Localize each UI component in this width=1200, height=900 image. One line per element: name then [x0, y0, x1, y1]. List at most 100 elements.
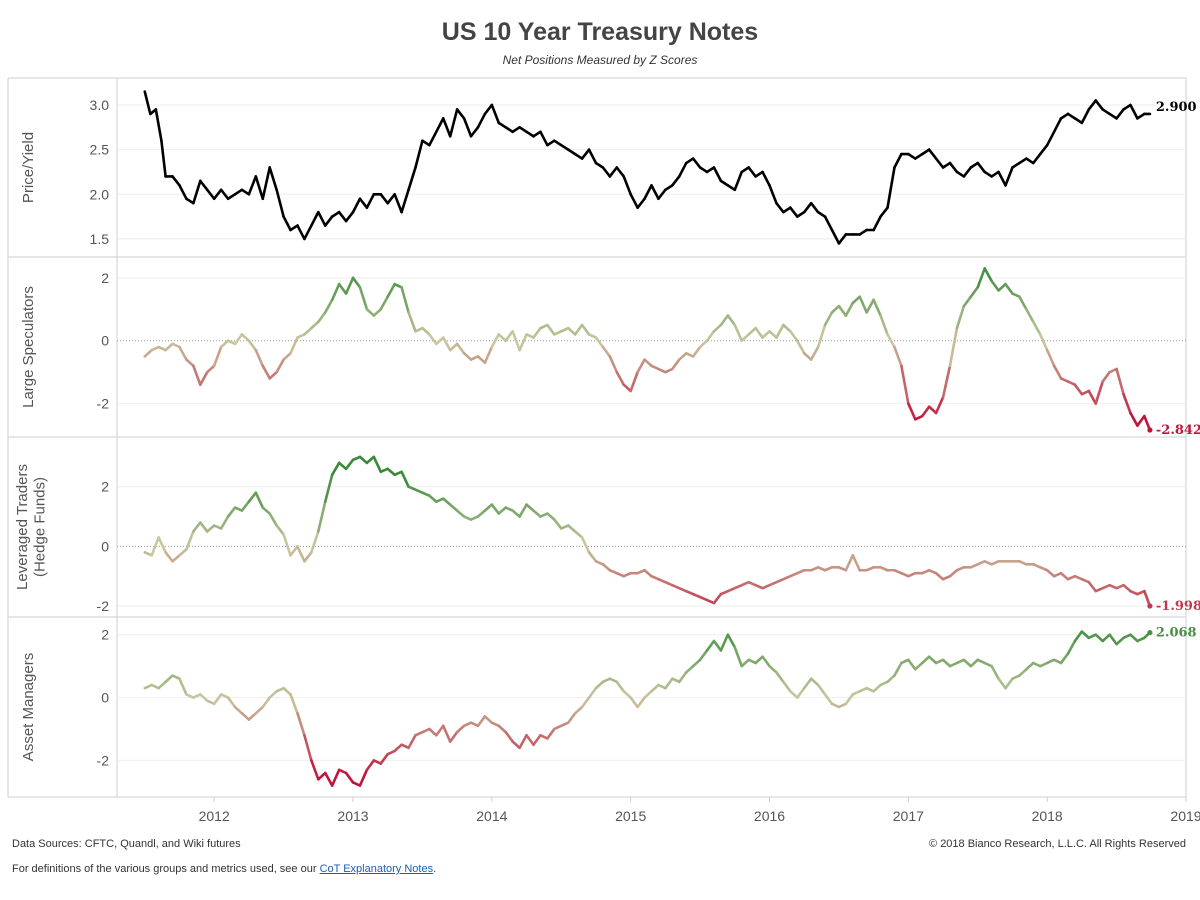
- series-segment: [275, 524, 285, 536]
- series-segment: [1094, 633, 1105, 643]
- series-segment: [1080, 630, 1091, 640]
- series-segment: [407, 166, 417, 192]
- series-segment: [580, 696, 591, 709]
- series-segment: [1018, 295, 1028, 311]
- series-segment: [240, 500, 251, 512]
- series-segment: [157, 680, 167, 690]
- series-segment: [303, 224, 313, 241]
- series-segment: [893, 152, 903, 169]
- series-segment: [435, 117, 445, 134]
- series-segment: [615, 166, 626, 178]
- series-segment: [643, 568, 653, 578]
- series-segment: [754, 170, 764, 178]
- series-segment: [205, 188, 216, 201]
- series-segment: [768, 184, 778, 205]
- series-segment: [525, 503, 535, 512]
- series-segment: [1115, 636, 1125, 646]
- series-segment: [622, 175, 632, 196]
- series-segment: [1004, 282, 1014, 295]
- series-segment: [490, 103, 501, 125]
- series-segment: [1059, 112, 1070, 120]
- series-segment: [962, 166, 973, 178]
- x-tick-label: 2013: [337, 808, 368, 824]
- series-segment: [990, 279, 1000, 292]
- series-segment: [372, 455, 383, 474]
- series-segment: [240, 188, 251, 196]
- y-tick-label: 2.0: [90, 186, 110, 202]
- series-segment: [671, 175, 681, 187]
- series-segment: [1059, 571, 1070, 581]
- x-tick-label: 2015: [615, 808, 646, 824]
- series-segment: [733, 170, 744, 192]
- series-segment: [192, 521, 202, 533]
- series-segment: [893, 661, 903, 677]
- series-segment: [1087, 580, 1098, 593]
- series-segment: [1108, 112, 1118, 120]
- end-value-label: 2.068: [1156, 626, 1197, 641]
- series-segment: [532, 509, 542, 518]
- series-segment: [414, 139, 424, 169]
- series-segment: [907, 658, 917, 671]
- series-segment: [275, 188, 285, 218]
- series-segment: [310, 210, 320, 227]
- series-segment: [719, 633, 730, 652]
- series-segment: [1087, 389, 1098, 405]
- series-segment: [1094, 99, 1105, 111]
- series-segment: [154, 108, 163, 143]
- y-tick-label: 0: [101, 690, 109, 706]
- series-segment: [483, 103, 494, 116]
- series-segment: [261, 696, 272, 709]
- series-segment: [1101, 633, 1111, 643]
- series-segment: [712, 639, 723, 652]
- series-segment: [650, 683, 660, 693]
- series-segment: [594, 680, 605, 690]
- series-segment: [143, 90, 152, 116]
- series-segment: [761, 170, 771, 187]
- series-segment: [1038, 333, 1049, 352]
- series-segment: [365, 759, 376, 772]
- definitions-note: For definitions of the various groups an…: [12, 863, 436, 875]
- series-segment: [344, 771, 355, 784]
- series-segment: [330, 282, 341, 302]
- series-segment: [546, 727, 556, 740]
- series-segment: [955, 170, 966, 178]
- series-segment: [400, 188, 410, 214]
- series-segment: [976, 161, 986, 174]
- series-segment: [643, 358, 653, 368]
- series-segment: [740, 333, 750, 343]
- series-segment: [344, 276, 355, 295]
- series-segment: [490, 333, 501, 349]
- series-segment: [684, 664, 695, 674]
- series-segment: [358, 285, 369, 311]
- series-segment: [400, 470, 410, 489]
- series-segment: [261, 166, 272, 201]
- series-segment: [275, 358, 285, 374]
- cot-explanatory-notes-link[interactable]: CoT Explanatory Notes: [319, 863, 434, 875]
- x-tick-label: 2018: [1032, 808, 1063, 824]
- series-segment: [1080, 108, 1091, 125]
- series-segment: [941, 161, 952, 169]
- series-segment: [185, 197, 195, 205]
- series-segment: [886, 674, 896, 684]
- series-segment: [983, 267, 993, 283]
- series-segment: [802, 677, 813, 690]
- series-segment: [511, 509, 521, 518]
- series-segment: [1018, 157, 1028, 165]
- series-segment: [483, 715, 494, 725]
- series-segment: [795, 210, 806, 218]
- series-segment: [150, 536, 160, 557]
- series-segment: [428, 727, 438, 737]
- series-segment: [553, 139, 563, 147]
- series-segment: [907, 152, 917, 160]
- series-segment: [1018, 667, 1028, 677]
- series-segment: [462, 351, 473, 361]
- x-tick-label: 2017: [893, 808, 924, 824]
- series-segment: [344, 458, 355, 471]
- series-segment: [712, 592, 723, 605]
- series-segment: [268, 512, 278, 527]
- series-segment: [365, 192, 376, 209]
- series-segment: [1025, 661, 1035, 671]
- series-segment: [587, 551, 598, 563]
- series-segment: [1073, 383, 1084, 396]
- series-segment: [671, 358, 681, 371]
